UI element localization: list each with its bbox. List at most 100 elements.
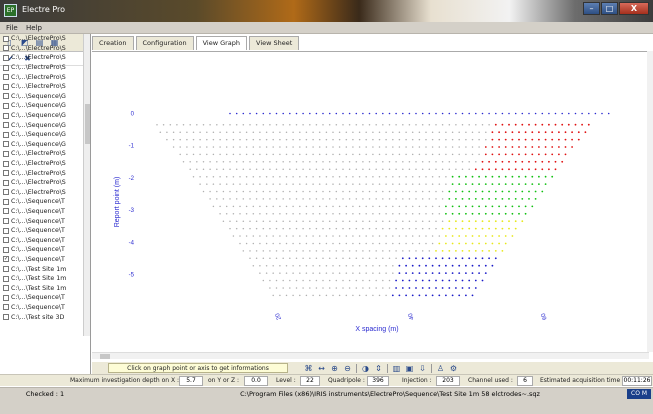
measure-point[interactable] [186, 146, 188, 148]
measure-point[interactable] [318, 242, 321, 245]
measure-point[interactable] [514, 198, 517, 200]
measure-point[interactable] [451, 242, 454, 245]
measure-point[interactable] [465, 138, 467, 141]
measure-point[interactable] [501, 123, 504, 126]
measure-point[interactable] [471, 235, 474, 237]
measure-point[interactable] [498, 183, 500, 186]
measure-point[interactable] [491, 153, 494, 156]
measure-point[interactable] [305, 213, 308, 215]
measure-point[interactable] [305, 153, 308, 156]
measure-point[interactable] [504, 242, 507, 245]
measure-point[interactable] [378, 294, 381, 297]
measure-point[interactable] [455, 250, 457, 252]
measure-point[interactable] [322, 123, 324, 126]
measure-point[interactable] [474, 227, 477, 230]
measure-point[interactable] [451, 205, 454, 208]
graph-horizontal-scrollbar[interactable] [92, 352, 649, 359]
measure-point[interactable] [328, 257, 331, 260]
measure-point[interactable] [392, 131, 394, 133]
measure-point[interactable] [255, 220, 258, 222]
measure-point[interactable] [275, 257, 278, 260]
file-checkbox[interactable] [3, 141, 9, 148]
measure-point[interactable] [245, 153, 248, 156]
file-list-item[interactable]: ✓ C:\...\Sequence\T [3, 255, 83, 265]
measure-point[interactable] [395, 190, 397, 193]
measure-point[interactable] [398, 242, 401, 245]
measure-point[interactable] [478, 138, 480, 141]
measure-point[interactable] [425, 235, 427, 237]
measure-point[interactable] [269, 220, 271, 222]
measure-point[interactable] [309, 227, 311, 230]
measure-point[interactable] [567, 123, 570, 126]
measure-point[interactable] [232, 183, 235, 185]
measure-point[interactable] [524, 212, 527, 215]
measure-point[interactable] [378, 272, 381, 274]
measure-point[interactable] [352, 213, 354, 215]
measure-point[interactable] [199, 183, 201, 185]
measure-point[interactable] [415, 190, 417, 193]
measure-point[interactable] [352, 146, 354, 148]
measure-point[interactable] [445, 264, 447, 267]
measure-point[interactable] [438, 205, 441, 208]
measure-point[interactable] [318, 205, 321, 208]
measure-point[interactable] [471, 264, 474, 267]
measure-point[interactable] [395, 198, 397, 200]
measure-point[interactable] [282, 250, 284, 252]
measure-point[interactable] [468, 168, 470, 171]
measure-point[interactable] [352, 175, 354, 178]
measure-point[interactable] [498, 131, 500, 134]
measure-point[interactable] [474, 287, 477, 289]
measure-point[interactable] [305, 294, 308, 297]
measure-point[interactable] [498, 212, 500, 215]
measure-point[interactable] [338, 138, 341, 141]
maximize-button[interactable]: □ [601, 2, 618, 15]
measure-point[interactable] [365, 294, 367, 297]
measure-point[interactable] [378, 205, 381, 208]
measure-point[interactable] [232, 205, 235, 208]
measure-point[interactable] [335, 190, 338, 193]
electrode-point[interactable] [269, 112, 271, 115]
measure-point[interactable] [365, 264, 367, 267]
measure-point[interactable] [309, 198, 311, 200]
measure-point[interactable] [189, 161, 191, 163]
measure-point[interactable] [481, 220, 484, 223]
measure-point[interactable] [511, 153, 514, 156]
measure-point[interactable] [405, 183, 407, 185]
measure-point[interactable] [318, 213, 321, 215]
measure-point[interactable] [431, 153, 434, 156]
measure-point[interactable] [358, 213, 361, 215]
measure-point[interactable] [385, 294, 387, 297]
measure-point[interactable] [445, 131, 447, 133]
measure-point[interactable] [249, 198, 251, 200]
measure-point[interactable] [431, 131, 434, 133]
measure-point[interactable] [328, 227, 331, 230]
measure-point[interactable] [269, 287, 271, 289]
measure-point[interactable] [415, 250, 417, 252]
measure-point[interactable] [285, 146, 288, 148]
measure-point[interactable] [428, 190, 431, 193]
zoom-out-icon[interactable]: ⊖ [344, 363, 351, 373]
measure-point[interactable] [328, 220, 331, 222]
measure-point[interactable] [408, 257, 411, 260]
measure-point[interactable] [182, 123, 185, 126]
measure-point[interactable] [491, 212, 494, 215]
measure-point[interactable] [279, 175, 281, 178]
measure-point[interactable] [252, 131, 255, 133]
measure-point[interactable] [269, 250, 271, 252]
measure-point[interactable] [232, 153, 235, 156]
measure-point[interactable] [225, 183, 228, 185]
measure-point[interactable] [375, 168, 377, 171]
measure-point[interactable] [259, 272, 261, 274]
measure-point[interactable] [209, 123, 211, 126]
measure-point[interactable] [255, 250, 258, 252]
measure-point[interactable] [484, 153, 487, 156]
measure-point[interactable] [425, 242, 427, 245]
electrode-point[interactable] [568, 112, 570, 115]
measure-point[interactable] [279, 146, 281, 148]
measure-point[interactable] [508, 160, 510, 163]
measure-point[interactable] [382, 161, 384, 163]
measure-point[interactable] [289, 190, 291, 193]
measure-point[interactable] [455, 198, 457, 200]
measure-point[interactable] [425, 138, 427, 141]
measure-point[interactable] [558, 146, 560, 148]
